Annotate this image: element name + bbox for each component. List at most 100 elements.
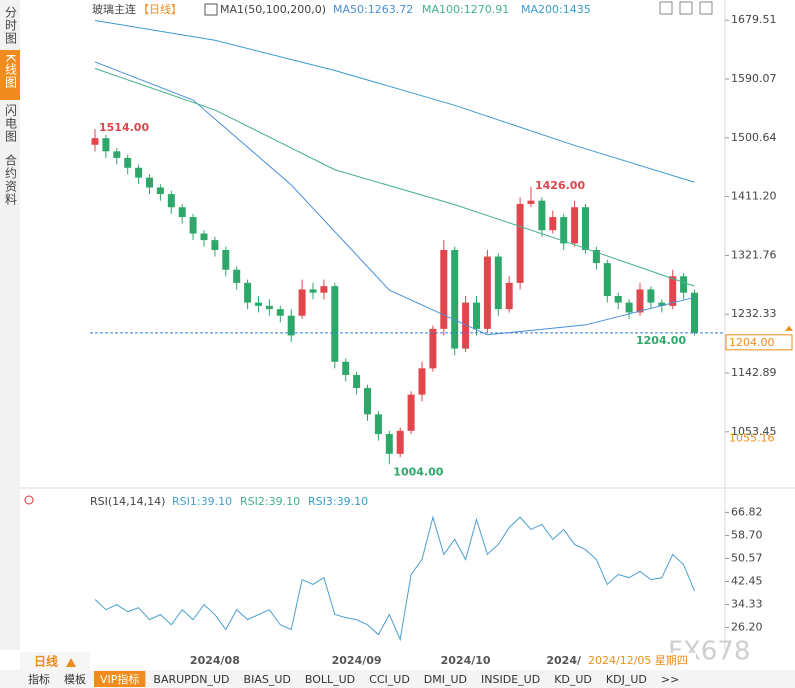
- candle-body: [614, 296, 622, 303]
- candle-body: [396, 430, 404, 454]
- candle-body: [505, 282, 513, 310]
- bottom-tab[interactable]: INSIDE_UD: [481, 673, 540, 686]
- price-annotation: 1426.00: [535, 179, 585, 192]
- candle-body: [636, 289, 644, 313]
- candle-body: [440, 249, 448, 329]
- settings-icon[interactable]: [24, 495, 34, 505]
- candle-body: [494, 256, 502, 310]
- period-button[interactable]: 日线: [34, 654, 58, 669]
- y-tick-label: 1500.64: [731, 131, 777, 144]
- candle-body: [691, 292, 698, 333]
- candle-body: [560, 217, 568, 244]
- bottom-tab[interactable]: BIAS_UD: [244, 673, 291, 686]
- legend-entry: MA100:1270.91: [422, 3, 509, 16]
- x-tick-label: 2024/10: [441, 654, 491, 667]
- side-tab[interactable]: 合约资料: [4, 153, 18, 206]
- period-arrow[interactable]: [66, 658, 76, 667]
- candle-body: [287, 315, 295, 336]
- side-tab[interactable]: 闪电图: [4, 104, 18, 143]
- bottom-tab[interactable]: DMI_UD: [424, 673, 467, 686]
- candle-body: [407, 394, 415, 431]
- price-annotation: 1204.00: [636, 334, 686, 347]
- candle-body: [211, 240, 219, 250]
- candle-body: [418, 368, 426, 395]
- bottom-tab[interactable]: CCI_UD: [369, 673, 410, 686]
- last-price-box: [725, 334, 793, 351]
- candle-body: [91, 138, 99, 145]
- price-annotation: 1004.00: [393, 465, 443, 478]
- candle-body: [189, 217, 197, 234]
- tab-bg: [94, 671, 146, 687]
- y-tick-label: 1232.33: [731, 307, 777, 320]
- candle-body: [113, 151, 121, 158]
- candle-body: [200, 233, 208, 241]
- y-tick-label: 26.20: [731, 621, 763, 634]
- x-tick-label: 2024/08: [190, 654, 240, 667]
- candle-body: [385, 434, 393, 454]
- candle-body: [124, 157, 132, 168]
- x-tick-label: 2024/09: [332, 654, 382, 667]
- candle-body: [135, 167, 143, 178]
- candle-body: [102, 138, 110, 152]
- window-button[interactable]: [679, 1, 693, 15]
- candle-body: [178, 207, 186, 218]
- tab-bar: [0, 670, 795, 688]
- rsi-legend: RSI1:39.10: [172, 495, 232, 508]
- y-tick-label: 1053.45: [731, 425, 777, 438]
- sidebar: [0, 0, 20, 650]
- candle-body: [473, 302, 480, 329]
- candle-body: [669, 276, 677, 306]
- candle-body: [592, 249, 600, 264]
- chart-title: 玻璃主连: [92, 2, 136, 16]
- bottom-tab[interactable]: BARUPDN_UD: [153, 673, 229, 686]
- candle-body: [658, 302, 666, 306]
- y-tick-label: 34.33: [731, 598, 763, 611]
- bottom-tab[interactable]: 指标: [28, 672, 50, 686]
- candle-body: [309, 289, 317, 293]
- last-price-arrow: [785, 325, 793, 331]
- side-tab[interactable]: K线图: [4, 54, 18, 89]
- candle-body: [167, 194, 175, 208]
- bottom-tab[interactable]: BOLL_UD: [305, 673, 355, 686]
- candle-body: [233, 269, 241, 283]
- y-tick-label: 1142.89: [731, 366, 777, 379]
- ma-icon[interactable]: [204, 3, 218, 16]
- candle-body: [342, 361, 350, 375]
- y-tick-label: 66.82: [731, 505, 763, 518]
- indicator: MA1(50,100,200,0): [220, 3, 326, 16]
- ma-line: [94, 68, 695, 287]
- candle-body: [527, 200, 535, 204]
- bottom-tab[interactable]: KD_UD: [554, 673, 592, 686]
- candle-body: [331, 286, 339, 362]
- bottom-tab[interactable]: 模板: [64, 672, 86, 686]
- last-price-label: 1204.00: [729, 336, 775, 349]
- candle-body: [244, 282, 252, 303]
- candle-body: [549, 217, 557, 231]
- y-tick-label: 42.45: [731, 574, 763, 587]
- window-button[interactable]: [699, 1, 713, 15]
- bottom-tab[interactable]: KDJ_UD: [606, 673, 647, 686]
- y-tick-label: 1321.76: [731, 248, 777, 261]
- active-tab-bg: [0, 50, 20, 100]
- candle-body: [680, 276, 688, 293]
- y-tick-label: 58.70: [731, 528, 763, 541]
- candle-body: [538, 200, 546, 231]
- candle-body: [156, 187, 164, 195]
- ma-line: [94, 19, 695, 183]
- candle-body: [222, 249, 230, 270]
- cursor-date: 2024/12/05 星期四: [588, 654, 688, 667]
- candle-body: [451, 249, 459, 349]
- candle-body: [298, 289, 306, 316]
- candle-body: [582, 207, 589, 250]
- side-tab[interactable]: 分时图: [4, 6, 18, 45]
- candle-body: [429, 328, 437, 369]
- rsi-legend: RSI2:39.10: [240, 495, 300, 508]
- window-button[interactable]: [659, 1, 673, 15]
- ma-line: [94, 61, 695, 336]
- cursor-price: 1055.16: [729, 432, 775, 445]
- bottom-tab[interactable]: >>: [661, 673, 679, 686]
- bottom-tab[interactable]: VIP指标: [100, 672, 139, 686]
- candle-body: [276, 309, 284, 316]
